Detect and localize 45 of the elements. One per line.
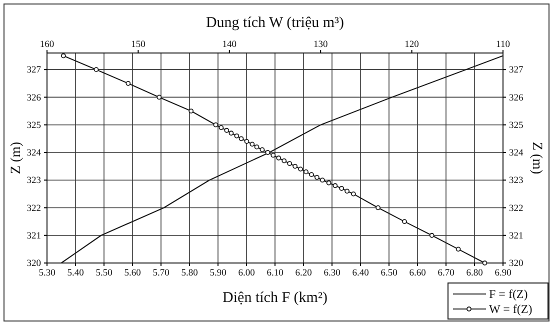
x-tick-label: 5.50: [96, 268, 113, 279]
x-tick-label: 6.80: [466, 268, 484, 279]
x-tick-label: 5.70: [152, 268, 170, 279]
x-tick-label: 5.90: [210, 268, 227, 279]
y2-tick-label: 326: [509, 93, 524, 104]
y-tick-label: 320: [26, 259, 42, 270]
y-tick-label: 323: [26, 176, 42, 186]
x-tick-label: 6.90: [494, 268, 512, 279]
y2-tick-label: 321: [509, 231, 524, 242]
x2-tick-label: 150: [131, 40, 146, 50]
y2-tick-label: 320: [509, 259, 524, 270]
y-tick-label: 327: [26, 66, 42, 76]
x-tick-label: 6.60: [409, 268, 426, 279]
x2-tick-label: 160: [40, 40, 54, 50]
x-tick-label: 5.80: [181, 268, 198, 279]
y-tick-label: 321: [26, 231, 42, 242]
y2-tick-label: 327: [509, 66, 524, 76]
y-tick-label: 322: [26, 204, 42, 214]
x-tick-label: 6.20: [295, 268, 312, 279]
y2-tick-label: 325: [509, 120, 524, 131]
x2-tick-label: 140: [222, 40, 237, 50]
x-tick-label: 6.70: [438, 268, 455, 279]
y-tick-label: 326: [26, 93, 42, 104]
x-tick-label: 6.40: [352, 268, 370, 279]
x2-tick-label: 120: [404, 40, 420, 50]
legend-label: F = f(Z): [489, 287, 528, 301]
y-tick-label: 324: [26, 148, 42, 159]
x-tick-label: 5.30: [38, 268, 56, 279]
x-tick-label: 6.50: [380, 268, 398, 279]
y2-tick-label: 324: [509, 148, 524, 159]
x-axis-title: Diện tích F (km²): [222, 290, 328, 306]
x-tick-label: 5.60: [124, 268, 142, 279]
legend-label: W = f(Z): [489, 302, 532, 316]
y-axis-title: Z (m): [9, 142, 24, 174]
y2-axis-title: Z (m): [529, 142, 544, 174]
x-tick-label: 6.10: [266, 268, 284, 279]
y2-tick-label: 323: [509, 176, 524, 186]
x-tick-label: 6.30: [324, 268, 341, 279]
x-tick-label: 5.40: [67, 268, 84, 279]
y2-tick-label: 322: [509, 204, 524, 214]
y-tick-label: 325: [26, 120, 42, 131]
x-tick-label: 6.00: [238, 268, 256, 279]
x2-axis-title: Dung tích W (triệu m³): [206, 15, 344, 31]
x2-tick-label: 110: [496, 40, 510, 50]
x2-tick-label: 130: [313, 40, 328, 50]
